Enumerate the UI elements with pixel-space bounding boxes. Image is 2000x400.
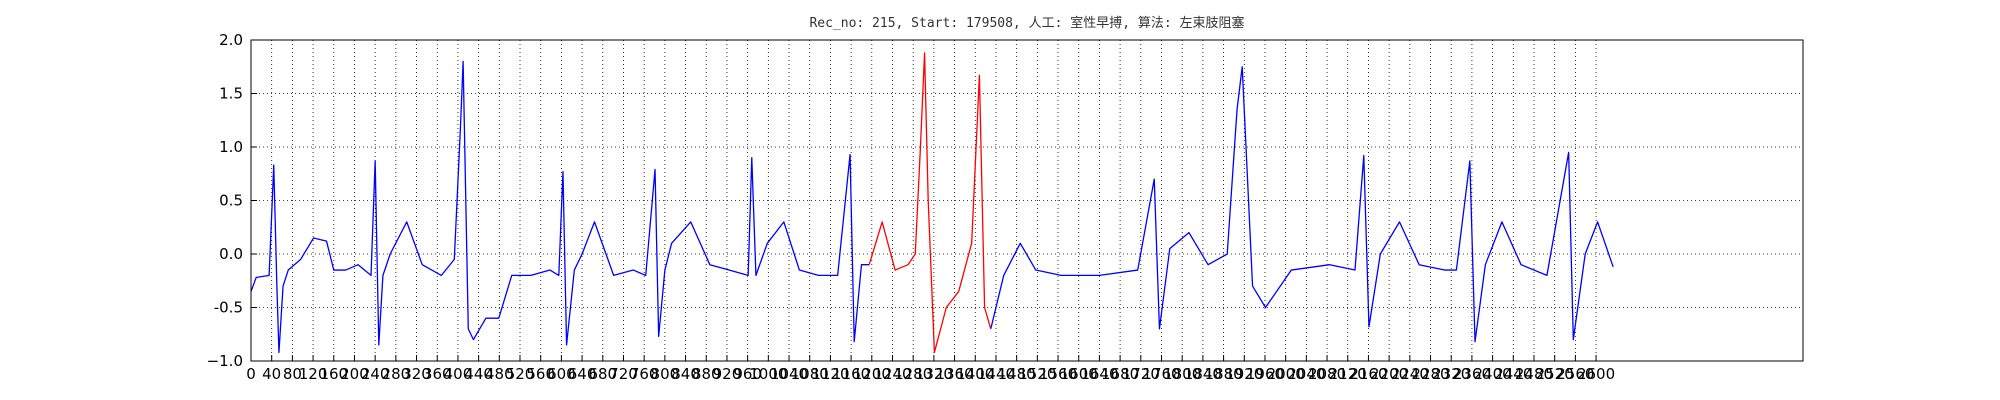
- x-tick-label: 2000: [1267, 365, 1305, 383]
- x-tick-label: 1360: [935, 365, 973, 383]
- x-tick-label: 400: [444, 365, 473, 383]
- x-tick-label: 800: [651, 365, 680, 383]
- chart-title: Rec_no: 215, Start: 179508, 人工: 室性早搏, 算法…: [809, 15, 1244, 31]
- x-tick-label: 200: [340, 365, 369, 383]
- x-tick-label: 1800: [1163, 365, 1201, 383]
- x-tick-label: 2080: [1308, 365, 1346, 383]
- y-tick-label: 2.0: [219, 31, 243, 49]
- x-tick-label: 720: [609, 365, 638, 383]
- x-tick-label: 1120: [811, 365, 849, 383]
- x-tick-label: 0: [246, 365, 256, 383]
- x-tick-label: 920: [713, 365, 742, 383]
- ecg-line: [250, 60, 1614, 354]
- y-tick-label: 0.5: [219, 192, 243, 210]
- y-tick-label: 0.0: [219, 245, 243, 263]
- x-tick-label: 2520: [1536, 365, 1574, 383]
- x-tick-label: 2600: [1577, 365, 1615, 383]
- x-tick-label: 840: [671, 365, 700, 383]
- x-tick-label: 1680: [1101, 365, 1139, 383]
- x-tick-label: 1480: [998, 365, 1036, 383]
- x-tick-label: 1280: [894, 365, 932, 383]
- ecg-line: [868, 52, 992, 354]
- x-tick-label: 1000: [749, 365, 787, 383]
- x-tick-label: 240: [361, 365, 390, 383]
- y-tick-label: 1.5: [219, 85, 243, 103]
- x-tick-label: 280: [382, 365, 411, 383]
- x-tick-label: 1560: [1039, 365, 1077, 383]
- x-tick-label: 560: [526, 365, 555, 383]
- x-tick-label: 360: [423, 365, 452, 383]
- x-tick-label: 520: [506, 365, 535, 383]
- x-tick-label: 1400: [956, 365, 994, 383]
- x-tick-label: 1320: [915, 365, 953, 383]
- x-tick-label: 680: [588, 365, 617, 383]
- x-tick-label: 120: [299, 365, 328, 383]
- x-tick-label: 480: [485, 365, 514, 383]
- plot-frame: [250, 39, 1804, 362]
- x-tick-label: 2400: [1474, 365, 1512, 383]
- x-tick-label: 160: [319, 365, 348, 383]
- x-tick-label: 1040: [770, 365, 808, 383]
- x-tick-label: 2280: [1411, 365, 1449, 383]
- x-tick-label: 1600: [1060, 365, 1098, 383]
- x-tick-label: 1080: [791, 365, 829, 383]
- x-tick-label: 1760: [1142, 365, 1180, 383]
- x-tick-label: 1880: [1204, 365, 1242, 383]
- y-tick-label: -0.5: [214, 299, 243, 317]
- x-tick-label: 2320: [1432, 365, 1470, 383]
- y-tick-label: 1.0: [219, 138, 243, 156]
- x-tick-label: 2040: [1287, 365, 1325, 383]
- x-tick-label: 640: [568, 365, 597, 383]
- x-tick-label: 2160: [1349, 365, 1387, 383]
- x-tick-label: 2480: [1515, 365, 1553, 383]
- x-tick-label: 600: [547, 365, 576, 383]
- x-tick-label: 1160: [832, 365, 870, 383]
- x-tick-label: 1960: [1246, 365, 1284, 383]
- x-tick-label: 1920: [1225, 365, 1263, 383]
- x-tick-label: 960: [733, 365, 762, 383]
- x-tick-label: 2440: [1494, 365, 1532, 383]
- x-tick-label: 1640: [1080, 365, 1118, 383]
- x-tick-label: 1840: [1184, 365, 1222, 383]
- x-tick-label: 2360: [1453, 365, 1491, 383]
- x-tick-label: 80: [283, 365, 302, 383]
- x-tick-label: 2560: [1556, 365, 1594, 383]
- x-tick-label: 2120: [1329, 365, 1367, 383]
- x-tick-label: 1520: [1018, 365, 1056, 383]
- x-tick-label: 880: [692, 365, 721, 383]
- x-tick-label: 440: [464, 365, 493, 383]
- x-tick-label: 2240: [1391, 365, 1429, 383]
- x-tick-label: 760: [630, 365, 659, 383]
- x-tick-label: 320: [402, 365, 431, 383]
- x-tick-label: 1240: [873, 365, 911, 383]
- x-tick-label: 1200: [853, 365, 891, 383]
- x-tick-label: 40: [262, 365, 281, 383]
- x-tick-label: 1440: [977, 365, 1015, 383]
- x-tick-label: 2200: [1370, 365, 1408, 383]
- y-tick-label: −1.0: [207, 352, 243, 370]
- x-tick-label: 1720: [1122, 365, 1160, 383]
